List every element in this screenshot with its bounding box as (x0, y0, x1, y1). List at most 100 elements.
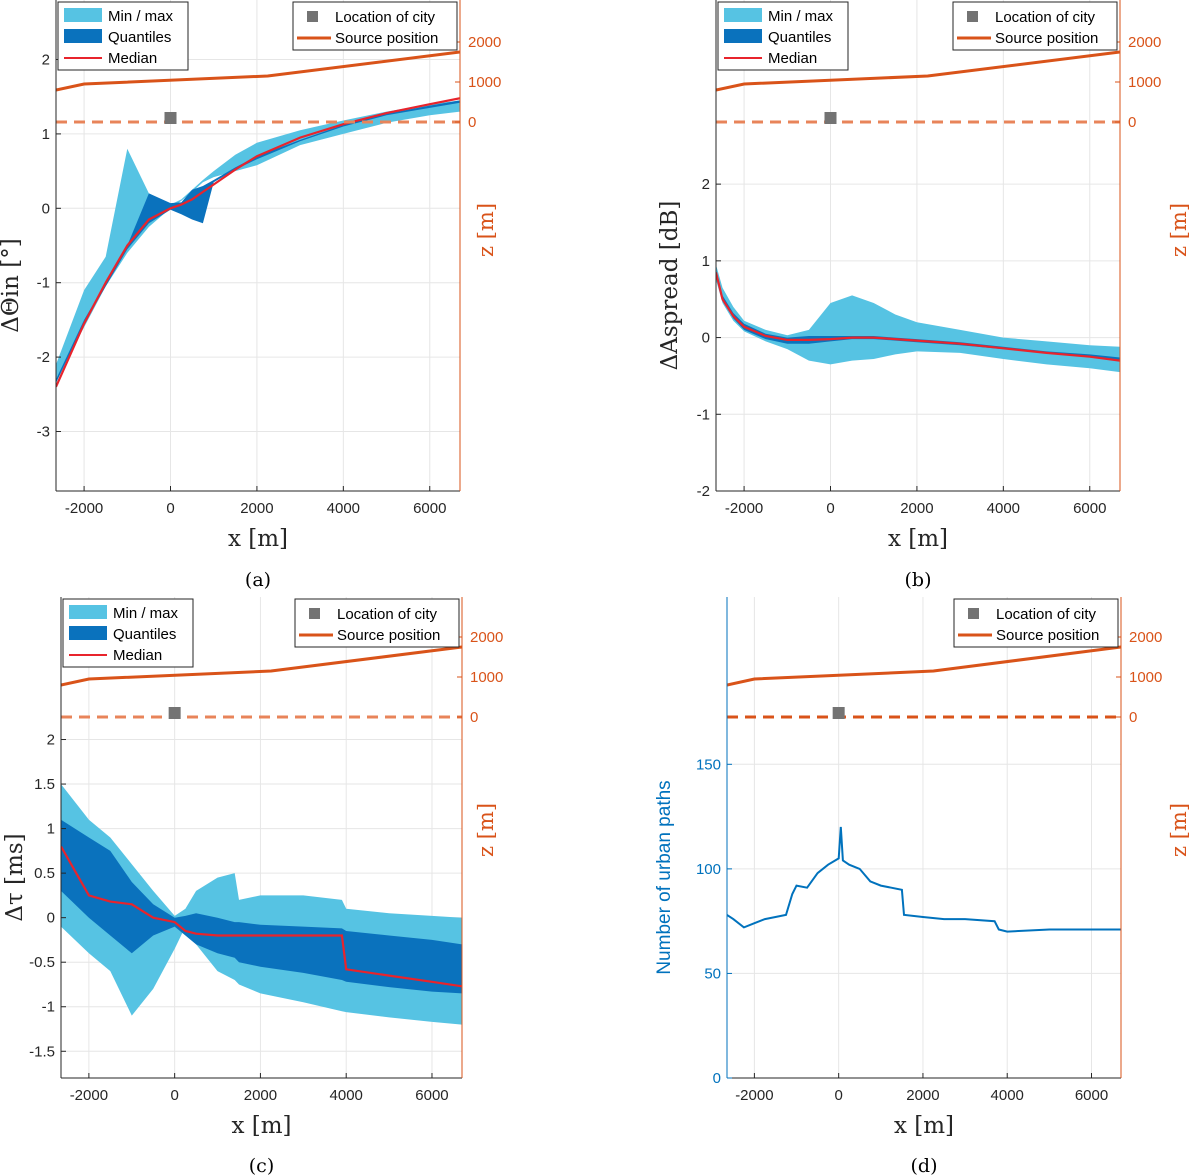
y-tick-label--1: -1 (42, 999, 55, 1016)
y-tick-label-2: 2 (47, 732, 55, 749)
x-tick-label-0: 0 (834, 1087, 842, 1104)
z-tick-label-2000: 2000 (1129, 629, 1162, 646)
z-axis-label: z [m] (474, 803, 498, 857)
quantile-band (61, 819, 462, 994)
legend-minmax-label: Min / max (113, 605, 179, 622)
legend-source-label: Source position (337, 627, 440, 644)
y-tick-label-2: 2 (702, 176, 710, 193)
z-tick-label-0: 0 (1129, 709, 1137, 726)
legend-city-swatch (967, 11, 978, 22)
legend-stats: Min / max Quantiles Median (717, 1, 849, 71)
x-tick-label-2000: 2000 (244, 1087, 277, 1104)
city-marker (168, 707, 181, 719)
x-tick-label-6000: 6000 (1073, 500, 1106, 517)
x-tick-label--2000: -2000 (725, 500, 763, 517)
legend-source-box (953, 598, 1119, 648)
legend-stats: Min / max Quantiles Median (62, 598, 194, 668)
legend-source: Location of city Source position (294, 598, 460, 648)
z-tick-label-0: 0 (1128, 114, 1136, 131)
x-tick-label--2000: -2000 (735, 1087, 773, 1104)
y-tick-label-1: 1 (702, 253, 710, 270)
y-tick-label--1.5: -1.5 (29, 1043, 55, 1060)
legend-quantiles-label: Quantiles (768, 29, 831, 46)
z-tick-label-1000: 1000 (1129, 669, 1162, 686)
minmax-band (716, 264, 1120, 373)
x-tick-label-0: 0 (166, 500, 174, 517)
x-tick-label--2000: -2000 (70, 1087, 108, 1104)
legend-source-label: Source position (335, 30, 438, 47)
legend-quantiles-swatch (69, 626, 107, 640)
legend-median-label: Median (108, 50, 157, 67)
city-marker (824, 112, 837, 124)
legend-source-box (292, 1, 458, 51)
y-tick-label-0: 0 (47, 910, 55, 927)
legend-source-box (294, 598, 460, 648)
source-position-line (56, 50, 460, 92)
legend-quantiles-label: Quantiles (113, 626, 176, 643)
legend-quantiles-label: Quantiles (108, 29, 171, 46)
panel-caption: (a) (245, 569, 271, 591)
legend-city-label: Location of city (337, 606, 438, 623)
y-tick-label-1.5: 1.5 (34, 776, 55, 793)
x-tick-label-4000: 4000 (991, 1087, 1024, 1104)
plot-area (56, 50, 460, 388)
z-axis-label: z [m] (1167, 203, 1191, 257)
y-tick-label-1: 1 (42, 126, 50, 143)
median-line (716, 272, 1120, 362)
z-tick-label-2000: 2000 (468, 34, 501, 51)
legend-source-label: Source position (995, 30, 1098, 47)
legend-city-swatch (968, 608, 979, 619)
legend-minmax-label: Min / max (768, 8, 834, 25)
y-axis-label: ΔAspread [dB] (657, 201, 683, 371)
x-tick-label-0: 0 (170, 1087, 178, 1104)
legend-city-swatch (309, 608, 320, 619)
x-tick-label-6000: 6000 (1075, 1087, 1108, 1104)
panel-caption: (b) (905, 569, 932, 591)
legend-source-box (952, 1, 1118, 51)
z-axis-label: z [m] (474, 203, 498, 257)
y-tick-label-50: 50 (704, 965, 721, 982)
z-tick-label-1000: 1000 (1128, 74, 1161, 91)
legend-minmax-swatch (69, 605, 107, 619)
panel-a: -2000 0 2000 4000 6000 -3 -2 -1 0 1 2 0 1000 2000 x [m… (0, 0, 501, 591)
x-tick-label-4000: 4000 (330, 1087, 363, 1104)
x-tick-label-2000: 2000 (240, 500, 273, 517)
y-tick-label-0: 0 (42, 200, 50, 217)
x-tick-label-0: 0 (826, 500, 834, 517)
y-tick-label-100: 100 (696, 861, 721, 878)
panel-c: -2000 0 2000 4000 6000 -1.5 -1 -0.5 0 0.5 1 1.5 2 0 10… (2, 597, 503, 1175)
x-tick-label-4000: 4000 (987, 500, 1020, 517)
x-tick-label-6000: 6000 (415, 1087, 448, 1104)
legend-median-label: Median (113, 647, 162, 664)
city-marker (832, 707, 845, 719)
quantile-band (56, 100, 460, 384)
city-marker (164, 112, 177, 124)
y-tick-label-0: 0 (702, 330, 710, 347)
z-tick-label-2000: 2000 (470, 629, 503, 646)
legend-city-label: Location of city (996, 606, 1097, 623)
source-position-line (61, 645, 462, 687)
legend-city-swatch (307, 11, 318, 22)
y-tick-label--0.5: -0.5 (29, 954, 55, 971)
x-axis-label: x [m] (231, 1113, 291, 1139)
z-tick-label-2000: 2000 (1128, 34, 1161, 51)
y-axis-label: ΔΘin [°] (0, 238, 24, 332)
legend-median-label: Median (768, 50, 817, 67)
legend-minmax-swatch (64, 8, 102, 22)
source-position-line (716, 50, 1120, 92)
legend-minmax-swatch (724, 8, 762, 22)
z-axis-label: z [m] (1167, 803, 1191, 857)
y-tick-label-0.5: 0.5 (34, 865, 55, 882)
legend-source: Location of city Source position (953, 598, 1119, 648)
legend-city-label: Location of city (995, 9, 1096, 26)
y-tick-label-2: 2 (42, 52, 50, 69)
y-tick-label-150: 150 (696, 756, 721, 773)
source-position-line (727, 645, 1121, 687)
minmax-band (56, 100, 460, 380)
z-tick-label-1000: 1000 (468, 74, 501, 91)
panel-caption: (c) (249, 1155, 274, 1175)
plot-area (727, 645, 1121, 933)
y-tick-label--3: -3 (37, 423, 50, 440)
x-tick-label--2000: -2000 (65, 500, 103, 517)
